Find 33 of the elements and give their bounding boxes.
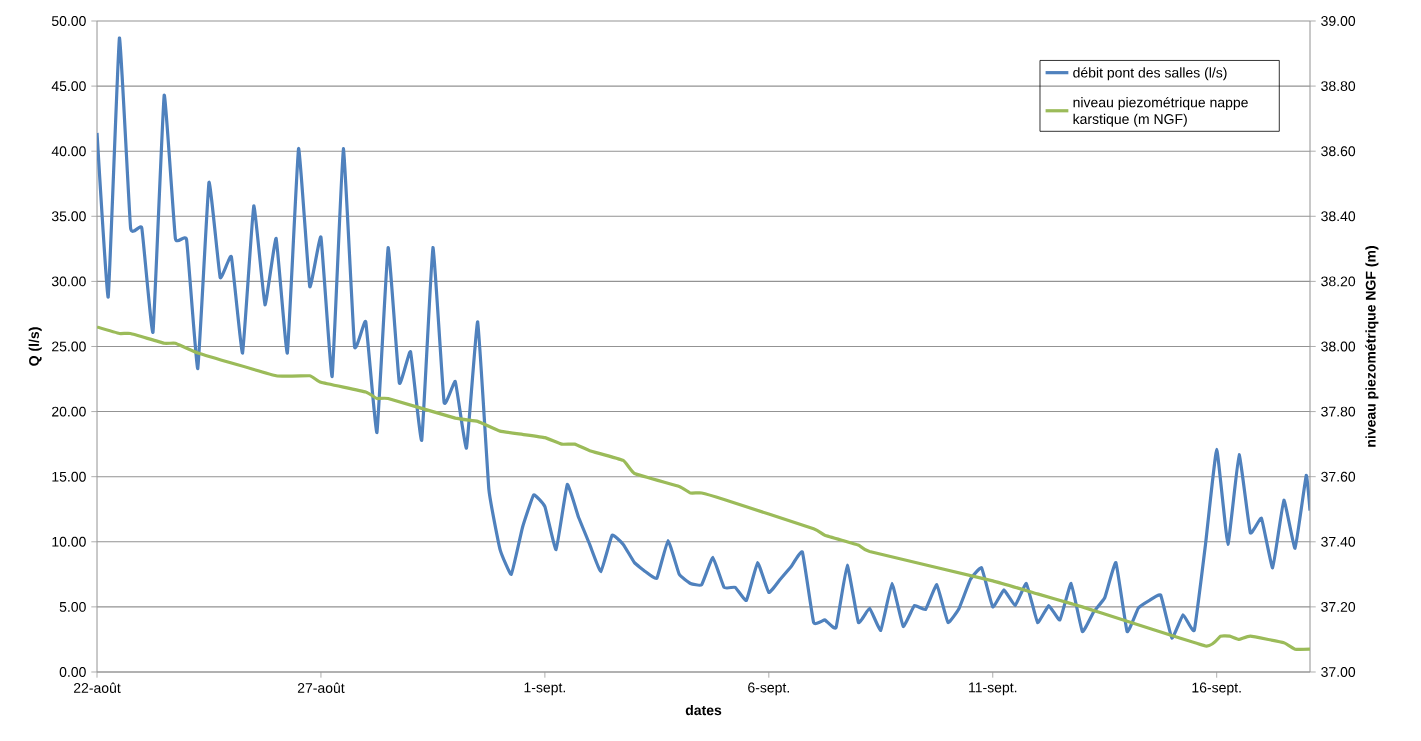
x-tick-label: 6-sept. xyxy=(748,682,789,696)
x-tick-label: 27-août xyxy=(297,682,345,693)
y-tick-label: 5.00 xyxy=(59,601,86,612)
y2-tick-label: 37.40 xyxy=(1321,536,1356,547)
y2-tick-label: 37.00 xyxy=(1321,667,1356,677)
y-axis-title: Q (l/s) xyxy=(28,327,42,366)
x-tick-label: 11-sept. xyxy=(969,682,1017,696)
legend-label: débit pont des salles (l/s) xyxy=(1073,67,1227,81)
y2-tick-label: 37.20 xyxy=(1321,601,1356,612)
y2-tick-label: 37.80 xyxy=(1321,406,1356,417)
y-tick-label: 10.00 xyxy=(52,536,86,547)
x-tick-label: 22-août xyxy=(73,682,121,693)
x-axis-title: dates xyxy=(685,704,722,716)
y2-tick-label: 39.00 xyxy=(1321,16,1356,26)
y-tick-label: 25.00 xyxy=(52,341,86,352)
y-tick-label: 45.00 xyxy=(51,81,86,92)
y2-tick-label: 38.80 xyxy=(1321,81,1356,92)
y2-tick-label: 38.20 xyxy=(1321,276,1356,287)
y2-tick-label: 38.40 xyxy=(1321,211,1356,222)
y2-axis-title: niveau piezométrique NGF (m) xyxy=(1365,246,1379,447)
y-tick-label: 50.00 xyxy=(51,16,86,26)
y-tick-label: 0.00 xyxy=(59,667,86,677)
y-tick-label: 20.00 xyxy=(52,406,86,417)
legend-label: niveau piezométrique nappe karstique (m NGF) xyxy=(1073,96,1248,127)
y-tick-label: 40.00 xyxy=(51,146,86,157)
y2-tick-label: 37.60 xyxy=(1321,471,1356,482)
x-tick-label: 16-sept. xyxy=(1192,682,1241,696)
y-tick-label: 35.00 xyxy=(51,211,86,222)
y-tick-label: 30.00 xyxy=(51,276,86,287)
y-tick-label: 15.00 xyxy=(52,471,86,482)
y2-tick-label: 38.60 xyxy=(1321,146,1356,157)
y2-tick-label: 38.00 xyxy=(1321,341,1356,352)
x-tick-label: 1-sept. xyxy=(524,682,565,696)
